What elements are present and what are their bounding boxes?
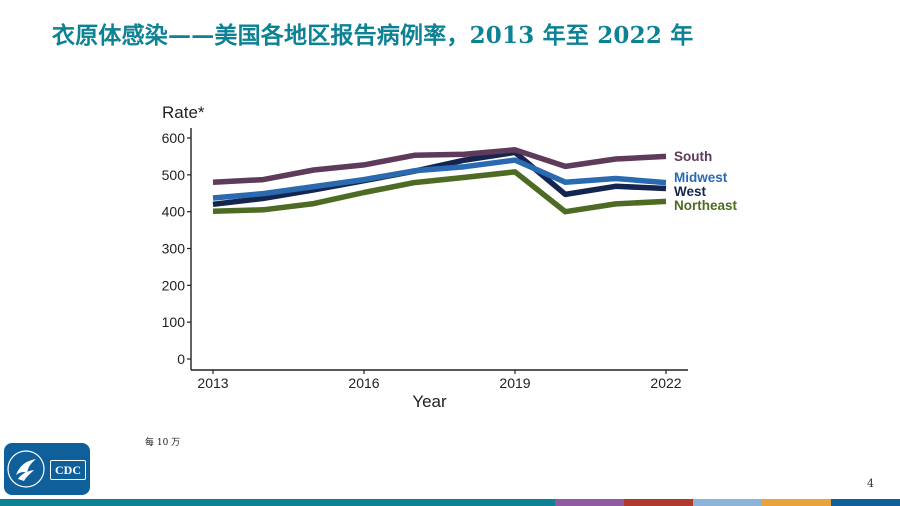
y-tick-label: 600 bbox=[162, 130, 186, 146]
cdc-logo-text: CDC bbox=[50, 460, 86, 480]
line-chart: Rate* Year 0 100 200 300 400 500 600 2013 2016 20… bbox=[162, 103, 738, 411]
bar-segment bbox=[624, 499, 693, 506]
footnote: 每 10 万 bbox=[145, 438, 181, 448]
bar-segment bbox=[555, 499, 624, 506]
y-tick-label: 100 bbox=[162, 314, 186, 330]
y-axis-title: Rate* bbox=[162, 103, 205, 122]
series-line-northeast bbox=[212, 169, 667, 215]
legend-label-west: West bbox=[674, 184, 707, 199]
x-tick-label: 2019 bbox=[499, 375, 530, 391]
hhs-eagle-icon bbox=[7, 450, 45, 488]
y-tick-label: 300 bbox=[162, 241, 186, 257]
bar-segment bbox=[762, 499, 831, 506]
bar-segment bbox=[831, 499, 900, 506]
y-tick-label: 400 bbox=[162, 204, 186, 220]
x-tick-label: 2013 bbox=[197, 375, 228, 391]
cdc-logo: CDC bbox=[4, 443, 90, 495]
page-number: 4 bbox=[867, 477, 874, 490]
y-tick-label: 500 bbox=[162, 167, 186, 183]
series-line-west bbox=[212, 149, 667, 208]
x-tick-label: 2022 bbox=[650, 375, 681, 391]
y-tick-label: 0 bbox=[177, 351, 185, 367]
bar-segment bbox=[693, 499, 762, 506]
legend-label-northeast: Northeast bbox=[674, 198, 738, 213]
slide-title: 衣原体感染——美国各地区报告病例率，2013 年至 2022 年 bbox=[52, 22, 694, 49]
bottom-color-bar bbox=[0, 499, 900, 506]
y-tick-label: 200 bbox=[162, 277, 186, 293]
bar-segment bbox=[0, 499, 555, 506]
x-axis-title: Year bbox=[412, 392, 447, 411]
x-tick-label: 2016 bbox=[348, 375, 379, 391]
series-line-south bbox=[212, 147, 667, 185]
legend-label-south: South bbox=[674, 149, 712, 164]
legend-label-midwest: Midwest bbox=[674, 170, 728, 185]
series-line-midwest bbox=[212, 157, 667, 201]
